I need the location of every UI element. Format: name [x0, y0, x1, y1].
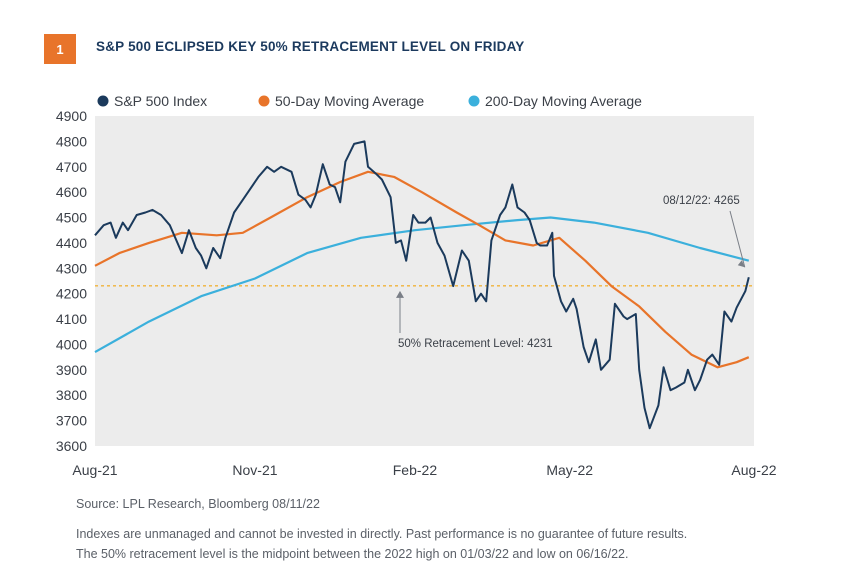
y-tick-label: 3700	[56, 413, 87, 429]
y-tick-label: 3800	[56, 387, 87, 403]
figure-number-badge: 1	[44, 34, 76, 64]
y-tick-label: 4500	[56, 210, 87, 226]
chart-area: 3600 3700 3800 3900 4000 4100 4200 4300 4400 4500…	[0, 80, 859, 480]
plot-background	[95, 116, 754, 446]
legend-marker	[468, 95, 480, 107]
y-tick-label: 4100	[56, 311, 87, 327]
disclaimer-line-1: Indexes are unmanaged and cannot be inve…	[76, 527, 688, 541]
y-tick-label: 4200	[56, 286, 87, 302]
x-tick-label: Aug-22	[731, 462, 776, 478]
chart-title: S&P 500 ECLIPSED KEY 50% RETRACEMENT LEV…	[96, 39, 525, 54]
series-line-sp500	[94, 140, 750, 430]
x-tick-label: Nov-21	[232, 462, 277, 478]
y-tick-label: 4000	[56, 336, 87, 352]
series-line-ma50	[94, 170, 750, 369]
series-line-ma200	[94, 216, 750, 354]
chart-svg: 3600 3700 3800 3900 4000 4100 4200 4300 4400 4500…	[56, 93, 777, 478]
source-note: Source: LPL Research, Bloomberg 08/11/22	[76, 497, 320, 511]
legend-label: S&P 500 Index	[114, 93, 207, 109]
y-tick-label: 3600	[56, 438, 87, 454]
y-tick-label: 4600	[56, 184, 87, 200]
x-tick-label: Aug-21	[72, 462, 117, 478]
y-tick-label: 4400	[56, 235, 87, 251]
disclaimer-line-2: The 50% retracement level is the midpoin…	[76, 547, 629, 561]
annotation-arrow-line	[729, 210, 746, 268]
legend-marker	[97, 95, 109, 107]
y-tick-label: 4800	[56, 133, 87, 149]
annotation-last-value: 08/12/22: 4265	[663, 195, 740, 207]
annotation-arrow-head	[737, 260, 745, 268]
legend-label: 200-Day Moving Average	[485, 93, 642, 109]
legend-label: 50-Day Moving Average	[275, 93, 424, 109]
y-tick-label: 4900	[56, 108, 87, 124]
retracement-arrow-head	[396, 290, 404, 298]
x-tick-label: Feb-22	[393, 462, 438, 478]
y-tick-label: 4300	[56, 260, 87, 276]
annotation-retracement: 50% Retracement Level: 4231	[398, 338, 553, 350]
legend-marker	[258, 95, 270, 107]
x-tick-label: May-22	[546, 462, 593, 478]
y-tick-label: 4700	[56, 159, 87, 175]
y-tick-label: 3900	[56, 362, 87, 378]
